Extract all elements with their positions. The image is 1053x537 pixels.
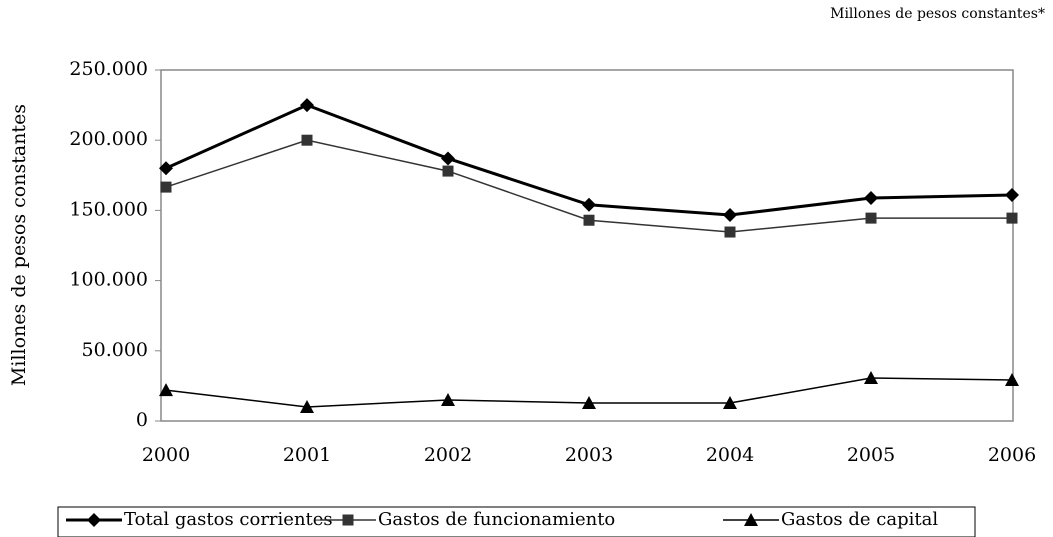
legend-label: Gastos de capital: [781, 509, 938, 530]
y-tick-label: 150.000: [69, 198, 148, 220]
plot-area: [160, 69, 1014, 422]
data-point: [723, 396, 737, 410]
x-tick-label: 2002: [424, 444, 472, 466]
data-point: [160, 181, 172, 193]
x-tick-label: 2001: [283, 444, 331, 466]
data-point: [864, 371, 878, 385]
data-point: [864, 191, 878, 206]
data-point: [1005, 373, 1019, 387]
data-point: [582, 396, 596, 410]
data-point: [441, 392, 455, 406]
data-point: [1006, 212, 1018, 224]
data-point: [724, 226, 736, 238]
data-point: [441, 151, 455, 166]
legend-label: Gastos de funcionamiento: [378, 509, 615, 530]
data-point: [159, 161, 173, 176]
x-tick-label: 2004: [706, 444, 754, 466]
data-point: [442, 165, 454, 177]
data-point: [301, 134, 313, 146]
data-point: [1005, 187, 1019, 202]
y-tick-label: 250.000: [69, 58, 148, 80]
legend-box: [57, 506, 976, 537]
data-point: [300, 399, 314, 413]
legend-label: Total gastos corrientes: [124, 509, 333, 530]
x-tick-label: 2000: [142, 444, 190, 466]
y-tick-label: 200.000: [69, 128, 148, 150]
y-tick-label: 50.000: [82, 339, 148, 361]
chart-subtitle: Millones de pesos constantes*: [830, 6, 1045, 22]
legend-marker: [87, 513, 101, 527]
y-tick-label: 0: [136, 409, 148, 431]
data-point: [583, 214, 595, 226]
x-tick-label: 2005: [847, 444, 895, 466]
data-point: [159, 383, 173, 397]
x-tick-label: 2006: [988, 444, 1036, 466]
y-tick-label: 100.000: [69, 269, 148, 291]
data-point: [865, 212, 877, 224]
x-tick-label: 2003: [565, 444, 613, 466]
data-point: [582, 197, 596, 212]
y-axis-label: Millones de pesos constantes: [8, 104, 30, 386]
data-point: [300, 98, 314, 113]
legend-marker: [744, 513, 758, 526]
data-point: [723, 208, 737, 223]
legend-marker: [342, 514, 354, 526]
